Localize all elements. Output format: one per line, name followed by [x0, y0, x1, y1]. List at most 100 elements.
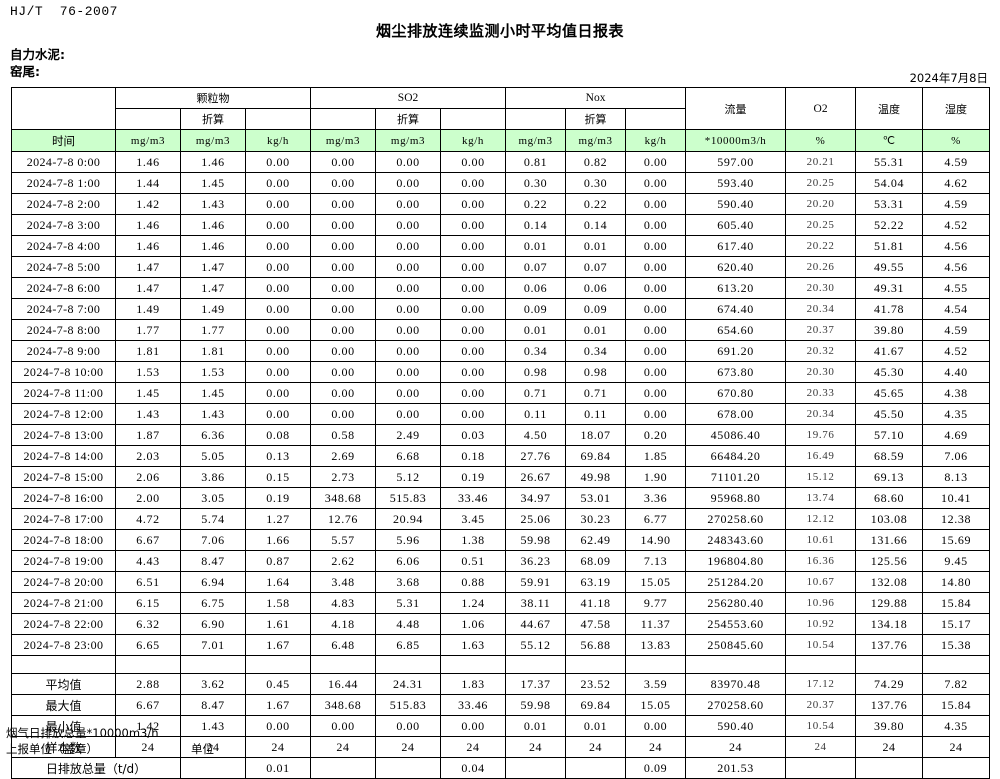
cell-so2-kgh: 1.63: [440, 634, 507, 656]
cell-flow: 617.40: [685, 235, 787, 257]
cell-nox-kgh: 3.59: [625, 673, 687, 695]
cell-daily-total-pm-converted: [180, 757, 246, 779]
cell-pm-converted: 24: [180, 736, 246, 758]
cell-nox-kgh: 11.37: [625, 613, 687, 635]
cell-nox-kgh: 7.13: [625, 550, 687, 572]
cell-humidity: 7.82: [922, 673, 991, 695]
cell-so2-mgm3: 4.83: [310, 592, 377, 614]
cell-o2: 17.12: [785, 673, 857, 695]
cell-so2-converted: 5.12: [375, 466, 442, 488]
cell-o2: 16.36: [785, 550, 857, 572]
cell-nox-kgh: 1.85: [625, 445, 687, 467]
cell-pm-mgm3: 2.88: [115, 673, 181, 695]
cell-pm-kgh: 0.00: [244, 361, 312, 383]
cell-so2-mgm3: 0.00: [310, 256, 377, 278]
cell-flow: 270258.60: [685, 694, 787, 716]
cell-time: 2024-7-8 9:00: [11, 340, 116, 362]
cell-time: 2024-7-8 7:00: [11, 298, 116, 320]
cell-humidity: 4.59: [922, 151, 991, 173]
cell-so2-kgh: 0.00: [440, 403, 507, 425]
cell-daily-total-label: 日排放总量（t/d）: [11, 757, 181, 779]
cell-nox-converted: 0.14: [565, 214, 627, 236]
cell-pm-converted: 6.36: [180, 424, 246, 446]
cell-time: 2024-7-8 0:00: [11, 151, 116, 173]
cell-pm-converted: 6.90: [180, 613, 246, 635]
cell-pm-converted: 7.06: [180, 529, 246, 551]
cell-so2-converted: 0.00: [375, 256, 442, 278]
cell-daily-total-flow: 201.53: [685, 757, 787, 779]
cell-pm-converted: 1.47: [180, 277, 246, 299]
cell-so2-mgm3: 348.68: [310, 694, 377, 716]
cell-o2: 10.92: [785, 613, 857, 635]
table-row: 2024-7-8 19:00 4.43 8.47 0.87 2.62 6.06 0.51 36…: [11, 550, 991, 572]
header-nox-raw: [505, 108, 567, 130]
spacer-cell: [785, 655, 857, 674]
header-group-o2: O2: [785, 87, 857, 130]
cell-pm-mgm3: 1.46: [115, 235, 181, 257]
header-unit-humidity: %: [922, 129, 991, 152]
cell-pm-converted: 6.94: [180, 571, 246, 593]
cell-nox-converted: 0.30: [565, 172, 627, 194]
header-group-humidity: 湿度: [922, 87, 991, 130]
cell-so2-mgm3: 0.00: [310, 319, 377, 341]
cell-so2-mgm3: 0.00: [310, 277, 377, 299]
cell-humidity: 15.84: [922, 592, 991, 614]
cell-nox-kgh: 0.00: [625, 361, 687, 383]
cell-pm-converted: 8.47: [180, 550, 246, 572]
cell-o2: 20.34: [785, 298, 857, 320]
cell-pm-converted: 1.49: [180, 298, 246, 320]
table-row: 2024-7-8 10:00 1.53 1.53 0.00 0.00 0.00 0.00 0.…: [11, 361, 991, 383]
cell-so2-kgh: 0.00: [440, 214, 507, 236]
cell-daily-total-so2-converted: [375, 757, 442, 779]
cell-nox-converted: 53.01: [565, 487, 627, 509]
cell-so2-converted: 6.85: [375, 634, 442, 656]
cell-nox-kgh: 0.00: [625, 298, 687, 320]
cell-o2: 20.30: [785, 361, 857, 383]
cell-so2-kgh: 0.19: [440, 466, 507, 488]
cell-so2-kgh: 0.88: [440, 571, 507, 593]
cell-flow: 674.40: [685, 298, 787, 320]
cell-time: 2024-7-8 2:00: [11, 193, 116, 215]
cell-o2: 20.26: [785, 256, 857, 278]
cell-so2-converted: 0.00: [375, 340, 442, 362]
cell-pm-mgm3: 2.00: [115, 487, 181, 509]
spacer-cell: [505, 655, 567, 674]
cell-nox-mgm3: 4.50: [505, 424, 567, 446]
cell-flow: 45086.40: [685, 424, 787, 446]
cell-so2-kgh: 0.03: [440, 424, 507, 446]
cell-so2-converted: 5.96: [375, 529, 442, 551]
spacer-cell: [685, 655, 787, 674]
cell-nox-kgh: 6.77: [625, 508, 687, 530]
cell-nox-mgm3: 0.01: [505, 235, 567, 257]
cell-summary-label: 最大值: [11, 694, 116, 716]
cell-so2-converted: 0.00: [375, 193, 442, 215]
cell-humidity: 4.56: [922, 256, 991, 278]
table-body: 2024-7-8 0:00 1.46 1.46 0.00 0.00 0.00 0.00 0.8…: [11, 151, 991, 779]
cell-o2: 20.22: [785, 235, 857, 257]
table-row: 2024-7-8 17:00 4.72 5.74 1.27 12.76 20.94 3.45…: [11, 508, 991, 530]
cell-pm-converted: 1.53: [180, 361, 246, 383]
cell-pm-converted: 1.46: [180, 151, 246, 173]
cell-temperature: 52.22: [855, 214, 924, 236]
cell-nox-mgm3: 0.30: [505, 172, 567, 194]
cell-time: 2024-7-8 16:00: [11, 487, 116, 509]
table-row: 2024-7-8 6:00 1.47 1.47 0.00 0.00 0.00 0.00 0.0…: [11, 277, 991, 299]
spacer-cell: [244, 655, 312, 674]
cell-nox-converted: 63.19: [565, 571, 627, 593]
cell-temperature: 24: [855, 736, 924, 758]
cell-humidity: 4.62: [922, 172, 991, 194]
cell-pm-mgm3: 1.77: [115, 319, 181, 341]
cell-o2: 13.74: [785, 487, 857, 509]
cell-daily-total-nox-converted: [565, 757, 627, 779]
cell-so2-converted: 0.00: [375, 319, 442, 341]
cell-daily-total-temperature: [855, 757, 924, 779]
cell-temperature: 137.76: [855, 634, 924, 656]
cell-so2-kgh: 0.00: [440, 298, 507, 320]
cell-pm-mgm3: 6.51: [115, 571, 181, 593]
cell-humidity: 7.06: [922, 445, 991, 467]
cell-nox-converted: 47.58: [565, 613, 627, 635]
header-unit-o2: %: [785, 129, 857, 152]
cell-pm-kgh: 1.27: [244, 508, 312, 530]
table-row: 2024-7-8 11:00 1.45 1.45 0.00 0.00 0.00 0.00 0.…: [11, 382, 991, 404]
header-group-so2: SO2: [310, 87, 507, 109]
